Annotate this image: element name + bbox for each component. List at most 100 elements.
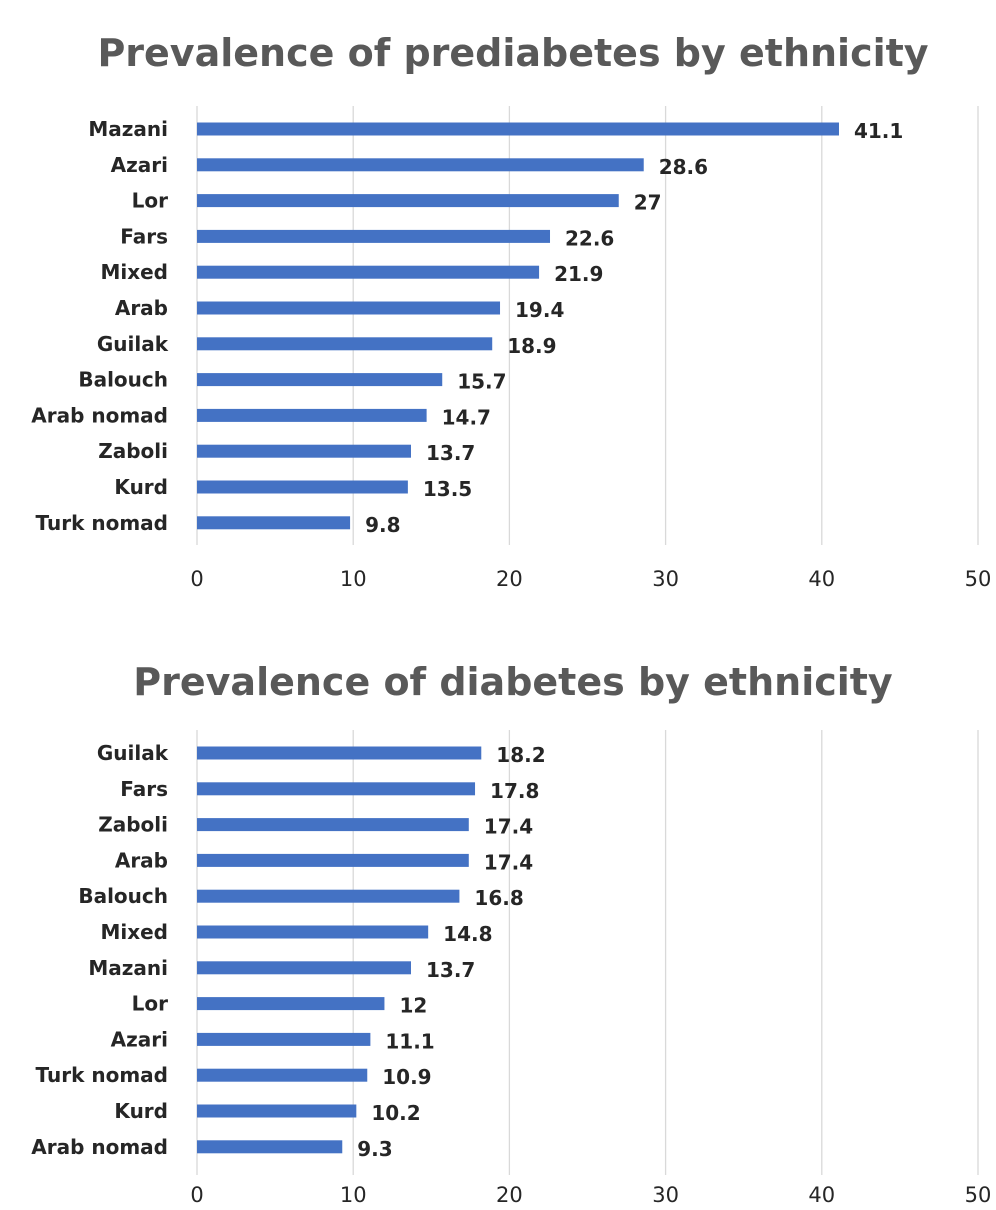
bar-mixed bbox=[197, 265, 540, 279]
value-labels: 41.1 28.6 27 22.6 21.9 19.4 18.915.7 14.7 13.7 13… bbox=[365, 119, 903, 537]
x-tick-label: 30 bbox=[652, 1183, 679, 1207]
bar-zaboli bbox=[197, 818, 469, 832]
value-label: 15.7 bbox=[457, 370, 506, 394]
value-label: 10.2 bbox=[371, 1101, 420, 1125]
bar-mazani bbox=[197, 122, 839, 136]
category-labels: Mazani Azari Lor Fars Mixed Arab Guilak Balouch… bbox=[31, 117, 168, 535]
category-label: Arab nomad bbox=[31, 1135, 168, 1159]
category-label: Fars bbox=[120, 224, 168, 248]
bar-mixed bbox=[197, 925, 429, 939]
value-label: 12 bbox=[399, 994, 427, 1018]
category-label: Arab bbox=[115, 848, 168, 872]
prediabetes-chart: Prevalence of prediabetes by ethnicity M… bbox=[31, 31, 991, 591]
category-label: Guilak bbox=[97, 741, 169, 765]
value-label: 11.1 bbox=[385, 1029, 434, 1053]
bar-arab bbox=[197, 853, 469, 867]
category-labels: Guilak Fars Zaboli Arab Balouch Mixed Mazani Lo… bbox=[31, 741, 168, 1159]
category-label: Balouch bbox=[78, 884, 168, 908]
x-tick-label: 10 bbox=[340, 567, 367, 591]
bar-azari bbox=[197, 158, 644, 172]
category-label: Zaboli bbox=[98, 813, 168, 837]
prediabetes-chart-svg: Prevalence of prediabetes by ethnicity M… bbox=[31, 31, 991, 591]
category-label: Balouch bbox=[78, 368, 168, 392]
value-label: 14.8 bbox=[443, 922, 492, 946]
category-label: Turk nomad bbox=[36, 1063, 168, 1087]
bar-balouch bbox=[197, 889, 460, 903]
x-tick-label: 20 bbox=[496, 567, 523, 591]
x-tick-label: 10 bbox=[340, 1183, 367, 1207]
bar-fars bbox=[197, 782, 476, 796]
x-tick-label: 50 bbox=[965, 1183, 992, 1207]
category-label: Arab nomad bbox=[31, 403, 168, 427]
x-tick-label: 0 bbox=[190, 1183, 203, 1207]
x-tick-label: 40 bbox=[808, 567, 835, 591]
category-label: Mixed bbox=[100, 260, 168, 284]
category-label: Guilak bbox=[97, 332, 169, 356]
category-label: Arab bbox=[115, 296, 168, 320]
x-tick-label: 0 bbox=[190, 567, 203, 591]
x-tick-label: 20 bbox=[496, 1183, 523, 1207]
bar-turk-nomad bbox=[197, 1068, 368, 1082]
x-tick-label: 50 bbox=[965, 567, 992, 591]
bar-arab-nomad bbox=[197, 1140, 343, 1154]
category-label: Fars bbox=[120, 777, 168, 801]
value-label: 28.6 bbox=[659, 155, 708, 179]
grid-lines bbox=[196, 106, 979, 545]
bar-azari bbox=[197, 1032, 371, 1046]
value-labels: 18.2 17.8 17.4 17.4 16.8 14.8 13.7 12 11.1 10.9 10… bbox=[357, 743, 545, 1161]
bar-balouch bbox=[197, 373, 443, 387]
bar-turk-nomad bbox=[197, 516, 351, 530]
diabetes-chart-svg: Prevalence of diabetes by ethnicity Guil… bbox=[31, 660, 991, 1207]
category-label: Kurd bbox=[114, 475, 168, 499]
bar-guilak bbox=[197, 746, 482, 760]
value-label: 10.9 bbox=[382, 1065, 431, 1089]
category-label: Lor bbox=[132, 992, 168, 1016]
x-tick-labels: 0 10 20 30 40 50 bbox=[190, 1183, 991, 1207]
x-tick-label: 40 bbox=[808, 1183, 835, 1207]
bar-kurd bbox=[197, 480, 408, 494]
bar-fars bbox=[197, 229, 551, 243]
chart-title: Prevalence of prediabetes by ethnicity bbox=[97, 31, 928, 75]
diabetes-chart: Prevalence of diabetes by ethnicity Guil… bbox=[0, 605, 996, 1210]
bars bbox=[197, 122, 839, 530]
value-label: 18.9 bbox=[507, 334, 556, 358]
bar-zaboli bbox=[197, 444, 411, 458]
value-label: 18.2 bbox=[496, 743, 545, 767]
value-label: 16.8 bbox=[474, 886, 523, 910]
bar-mazani bbox=[197, 961, 411, 975]
value-label: 17.4 bbox=[484, 850, 533, 874]
value-label: 22.6 bbox=[565, 226, 614, 250]
bar-arab bbox=[197, 301, 501, 315]
value-label: 27 bbox=[634, 191, 662, 215]
value-label: 13.5 bbox=[423, 477, 472, 501]
value-label: 13.7 bbox=[426, 958, 475, 982]
category-label: Lor bbox=[132, 189, 168, 213]
value-label: 13.7 bbox=[426, 441, 475, 465]
bars bbox=[197, 746, 482, 1154]
value-label: 41.1 bbox=[854, 119, 903, 143]
bar-kurd bbox=[197, 1104, 357, 1118]
chart-title: Prevalence of diabetes by ethnicity bbox=[133, 660, 893, 704]
category-label: Mixed bbox=[100, 920, 168, 944]
category-label: Mazani bbox=[88, 956, 168, 980]
value-label: 19.4 bbox=[515, 298, 564, 322]
category-label: Kurd bbox=[114, 1099, 168, 1123]
bar-arab-nomad bbox=[197, 408, 427, 422]
value-label: 21.9 bbox=[554, 262, 603, 286]
value-label: 17.4 bbox=[484, 815, 533, 839]
value-label: 14.7 bbox=[442, 405, 491, 429]
bar-guilak bbox=[197, 337, 493, 351]
category-label: Zaboli bbox=[98, 439, 168, 463]
category-label: Azari bbox=[111, 153, 168, 177]
value-label: 9.3 bbox=[357, 1137, 392, 1161]
x-tick-labels: 0 10 20 30 40 50 bbox=[190, 567, 991, 591]
value-label: 17.8 bbox=[490, 779, 539, 803]
grid-lines bbox=[196, 730, 979, 1175]
x-tick-label: 30 bbox=[652, 567, 679, 591]
category-label: Turk nomad bbox=[36, 511, 168, 535]
category-label: Azari bbox=[111, 1027, 168, 1051]
value-label: 9.8 bbox=[365, 513, 400, 537]
bar-lor bbox=[197, 194, 619, 208]
bar-lor bbox=[197, 997, 385, 1011]
category-label: Mazani bbox=[88, 117, 168, 141]
